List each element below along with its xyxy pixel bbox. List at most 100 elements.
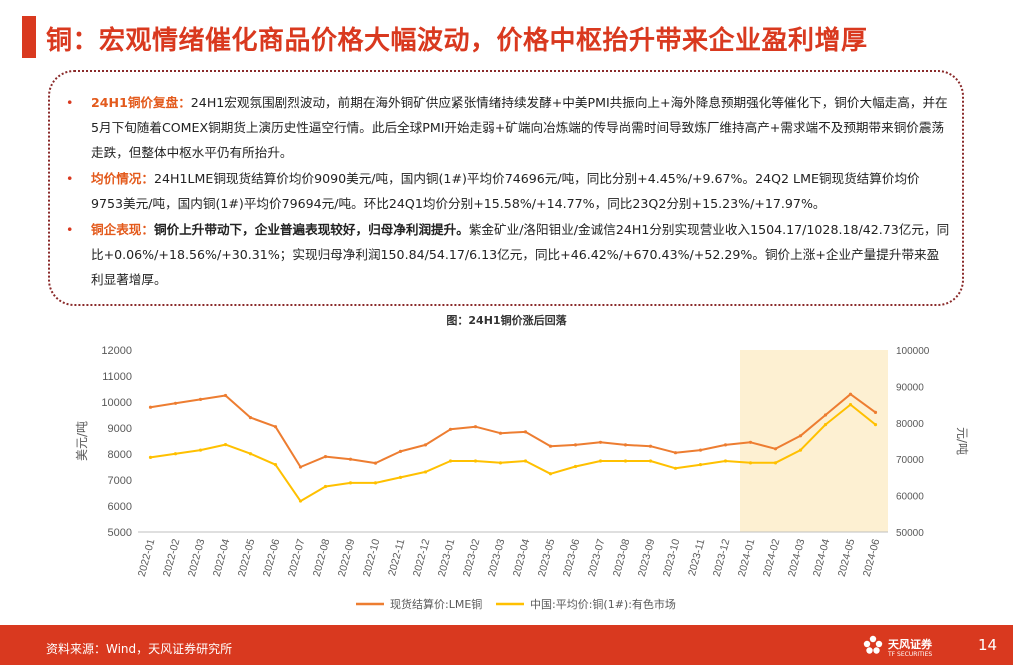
data-point-china: [248, 452, 253, 456]
x-tick-label: 2022-04: [211, 538, 233, 578]
data-point-lme: [598, 440, 603, 444]
x-tick-label: 2023-01: [436, 538, 458, 578]
x-tick-label: 2022-11: [386, 538, 407, 578]
data-point-china: [373, 481, 378, 485]
summary-bullet-average-price: • 均价情况：24H1LME铜现货结算价均价9090美元/吨，国内铜(1#)平均…: [66, 166, 950, 216]
data-point-china: [573, 464, 578, 469]
x-tick-label: 2024-03: [786, 538, 808, 578]
summary-box: • 24H1铜价复盘：24H1宏观氛围剧烈波动，前期在海外铜矿供应紧张情绪持续发…: [48, 70, 964, 306]
y-axis-label-left: 美元/吨: [75, 421, 89, 461]
x-tick-label: 2022-05: [236, 538, 258, 578]
data-point-china: [698, 463, 703, 467]
data-point-lme: [323, 455, 328, 459]
x-tick-label: 2022-12: [411, 538, 433, 578]
data-point-china: [148, 455, 153, 459]
data-point-lme: [423, 443, 428, 447]
x-tick-label: 2023-08: [611, 538, 633, 578]
x-tick-label: 2023-05: [536, 538, 558, 578]
y-tick-label-left: 10000: [101, 397, 132, 409]
data-point-china: [748, 461, 753, 465]
data-point-china: [598, 459, 603, 463]
x-tick-label: 2023-12: [711, 538, 733, 578]
data-point-china: [648, 459, 653, 463]
data-point-china: [423, 470, 428, 474]
data-point-china: [273, 463, 278, 467]
bullet-dot-icon: •: [66, 171, 74, 186]
x-tick-label: 2023-03: [486, 538, 508, 578]
data-point-china: [523, 459, 528, 463]
data-point-lme: [773, 447, 778, 451]
x-tick-label: 2022-01: [136, 538, 158, 578]
data-point-china: [548, 472, 553, 476]
data-point-lme: [148, 405, 153, 409]
data-point-china: [173, 452, 178, 456]
data-point-china: [823, 423, 828, 427]
bullet-text: 紫金矿业/洛阳钼业/金诚信24H1分别实现营业收入1504.17/1028.18…: [91, 222, 950, 288]
page-number: 14: [978, 636, 998, 654]
data-point-china: [623, 459, 628, 463]
data-point-china: [348, 481, 353, 485]
bullet-dot-icon: •: [66, 222, 74, 237]
data-point-lme: [248, 416, 253, 420]
footer-bar: [0, 625, 1013, 665]
series-line-china: [150, 403, 877, 503]
data-point-lme: [473, 425, 478, 429]
x-tick-label: 2023-02: [461, 538, 483, 578]
data-point-lme: [223, 393, 228, 398]
summary-bullet-company-performance: • 铜企表现：铜价上升带动下，企业普遍表现较好，归母净利润提升。紫金矿业/洛阳钼…: [66, 217, 950, 293]
y-tick-label-right: 70000: [896, 455, 924, 466]
y-axis-label-right: 元/吨: [955, 427, 969, 455]
bullet-heading: 均价情况：: [91, 171, 154, 186]
y-tick-label-left: 9000: [108, 423, 132, 435]
tf-securities-logo-icon: [863, 635, 883, 654]
y-tick-label-left: 7000: [108, 475, 132, 487]
data-point-lme: [748, 440, 753, 444]
chart-caption: 图：24H1铜价涨后回落: [446, 314, 567, 327]
data-point-lme: [648, 444, 653, 448]
data-point-china: [723, 459, 728, 463]
bullet-dot-icon: •: [66, 95, 74, 110]
page-title: 铜：宏观情绪催化商品价格大幅波动，价格中枢抬升带来企业盈利增厚: [46, 26, 868, 56]
data-point-china: [298, 499, 303, 503]
data-point-china: [473, 459, 478, 463]
y-tick-label-left: 5000: [108, 527, 132, 539]
x-tick-label: 2023-11: [686, 538, 707, 578]
data-point-china: [398, 475, 403, 479]
data-point-china: [773, 461, 778, 465]
y-tick-label-left: 12000: [101, 345, 132, 357]
data-point-china: [223, 443, 228, 447]
data-point-lme: [548, 444, 553, 448]
data-point-lme: [573, 443, 578, 447]
data-point-lme: [798, 434, 803, 438]
legend-label-china: 中国:平均价:铜(1#):有色市场: [530, 597, 676, 611]
y-tick-label-left: 11000: [102, 371, 132, 383]
bullet-text: 24H1LME铜现货结算价均价9090美元/吨，国内铜(1#)平均价74696元…: [91, 171, 920, 212]
y-tick-label-right: 90000: [896, 382, 924, 393]
footer-brand-sub: TF SECURITIES: [888, 651, 933, 658]
x-tick-label: 2022-06: [261, 538, 283, 578]
summary-bullet-review: • 24H1铜价复盘：24H1宏观氛围剧烈波动，前期在海外铜矿供应紧张情绪持续发…: [66, 90, 950, 166]
x-tick-label: 2023-06: [561, 538, 583, 578]
data-point-lme: [348, 457, 353, 461]
title-accent-bar: [22, 16, 36, 58]
footer-source: 资料来源：Wind，天风证券研究所: [46, 642, 233, 656]
bullet-text: 24H1宏观氛围剧烈波动，前期在海外铜矿供应紧张情绪持续发酵+中美PMI共振向上…: [91, 95, 948, 161]
data-point-china: [198, 448, 203, 452]
x-tick-label: 2022-03: [186, 538, 208, 578]
y-tick-label-right: 80000: [896, 419, 924, 430]
bullet-heading: 24H1铜价复盘：: [91, 95, 191, 110]
x-tick-label: 2023-10: [661, 538, 683, 578]
data-point-lme: [523, 430, 528, 434]
data-point-lme: [673, 451, 678, 455]
data-point-lme: [198, 397, 203, 401]
y-tick-label-left: 8000: [108, 449, 132, 461]
x-tick-label: 2024-01: [736, 538, 758, 578]
highlight-region: [740, 350, 888, 532]
data-point-lme: [723, 443, 728, 447]
data-point-lme: [173, 401, 178, 405]
x-tick-label: 2022-07: [286, 538, 308, 578]
data-point-china: [448, 459, 453, 463]
data-point-china: [848, 403, 853, 407]
series-line-lme: [150, 393, 877, 468]
x-tick-label: 2024-02: [761, 538, 783, 578]
